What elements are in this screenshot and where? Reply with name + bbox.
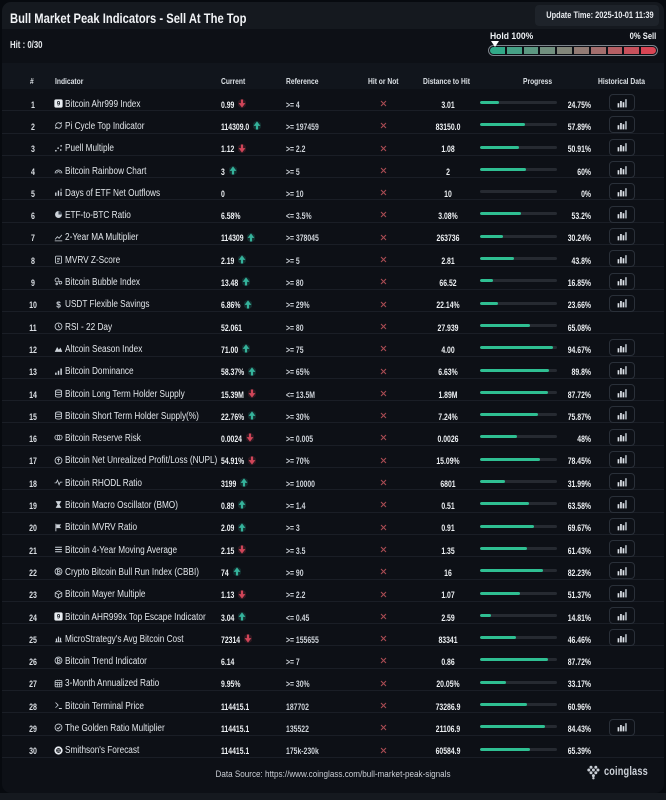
svg-text:S: S bbox=[57, 748, 60, 753]
svg-text:₿: ₿ bbox=[56, 658, 61, 665]
svg-text:9: 9 bbox=[57, 615, 61, 621]
svg-text:$: $ bbox=[56, 300, 61, 309]
svg-text:₿: ₿ bbox=[56, 569, 61, 576]
svg-text:9: 9 bbox=[57, 102, 61, 108]
